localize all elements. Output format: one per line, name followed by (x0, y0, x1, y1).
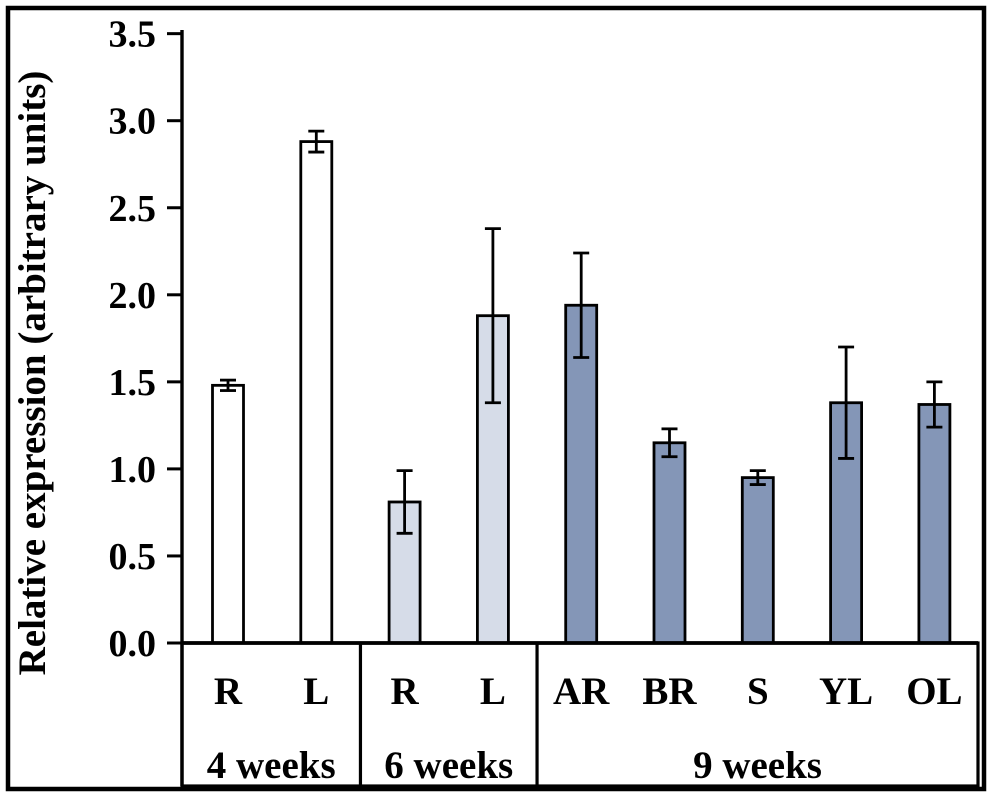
x-tick-label-AR: AR (553, 670, 610, 713)
x-tick-label-R: R (391, 670, 420, 713)
x-tick-label-L: L (303, 670, 329, 713)
bar-OL-9-weeks (917, 403, 952, 645)
group-label-6-weeks: 6 weeks (384, 744, 513, 787)
bar-BR-9-weeks (652, 441, 687, 645)
group-label-4-weeks: 4 weeks (207, 744, 336, 787)
x-tick-label-S: S (747, 670, 769, 713)
y-tick-label-1.0: 1.0 (109, 449, 157, 491)
y-tick-label-0.5: 0.5 (109, 536, 157, 578)
x-tick-label-YL: YL (819, 670, 873, 713)
y-tick-label-1.5: 1.5 (109, 362, 157, 404)
x-tick-label-OL: OL (906, 670, 962, 713)
y-tick-label-0.0: 0.0 (109, 623, 157, 665)
x-tick-label-L: L (480, 670, 506, 713)
y-tick-label-2.5: 2.5 (109, 188, 157, 230)
plot-area: R L 4 weeks R L 6 weeks AR BR S YL OL 9 weeks 0.0 0.5… (109, 14, 980, 788)
x-tick-label-BR: BR (642, 670, 697, 713)
group-label-9-weeks: 9 weeks (693, 744, 822, 787)
y-tick-label-3.5: 3.5 (109, 14, 157, 56)
y-tick-label-2.0: 2.0 (109, 275, 157, 317)
bar-L-4-weeks (299, 140, 334, 645)
y-axis-title: Relative expression (arbitrary units) (11, 71, 54, 676)
bar-R-4-weeks (211, 383, 245, 645)
y-tick-label-3.0: 3.0 (109, 101, 157, 143)
bar-S-9-weeks (740, 476, 775, 645)
x-tick-label-R: R (214, 670, 243, 713)
figure-border (5, 5, 987, 792)
